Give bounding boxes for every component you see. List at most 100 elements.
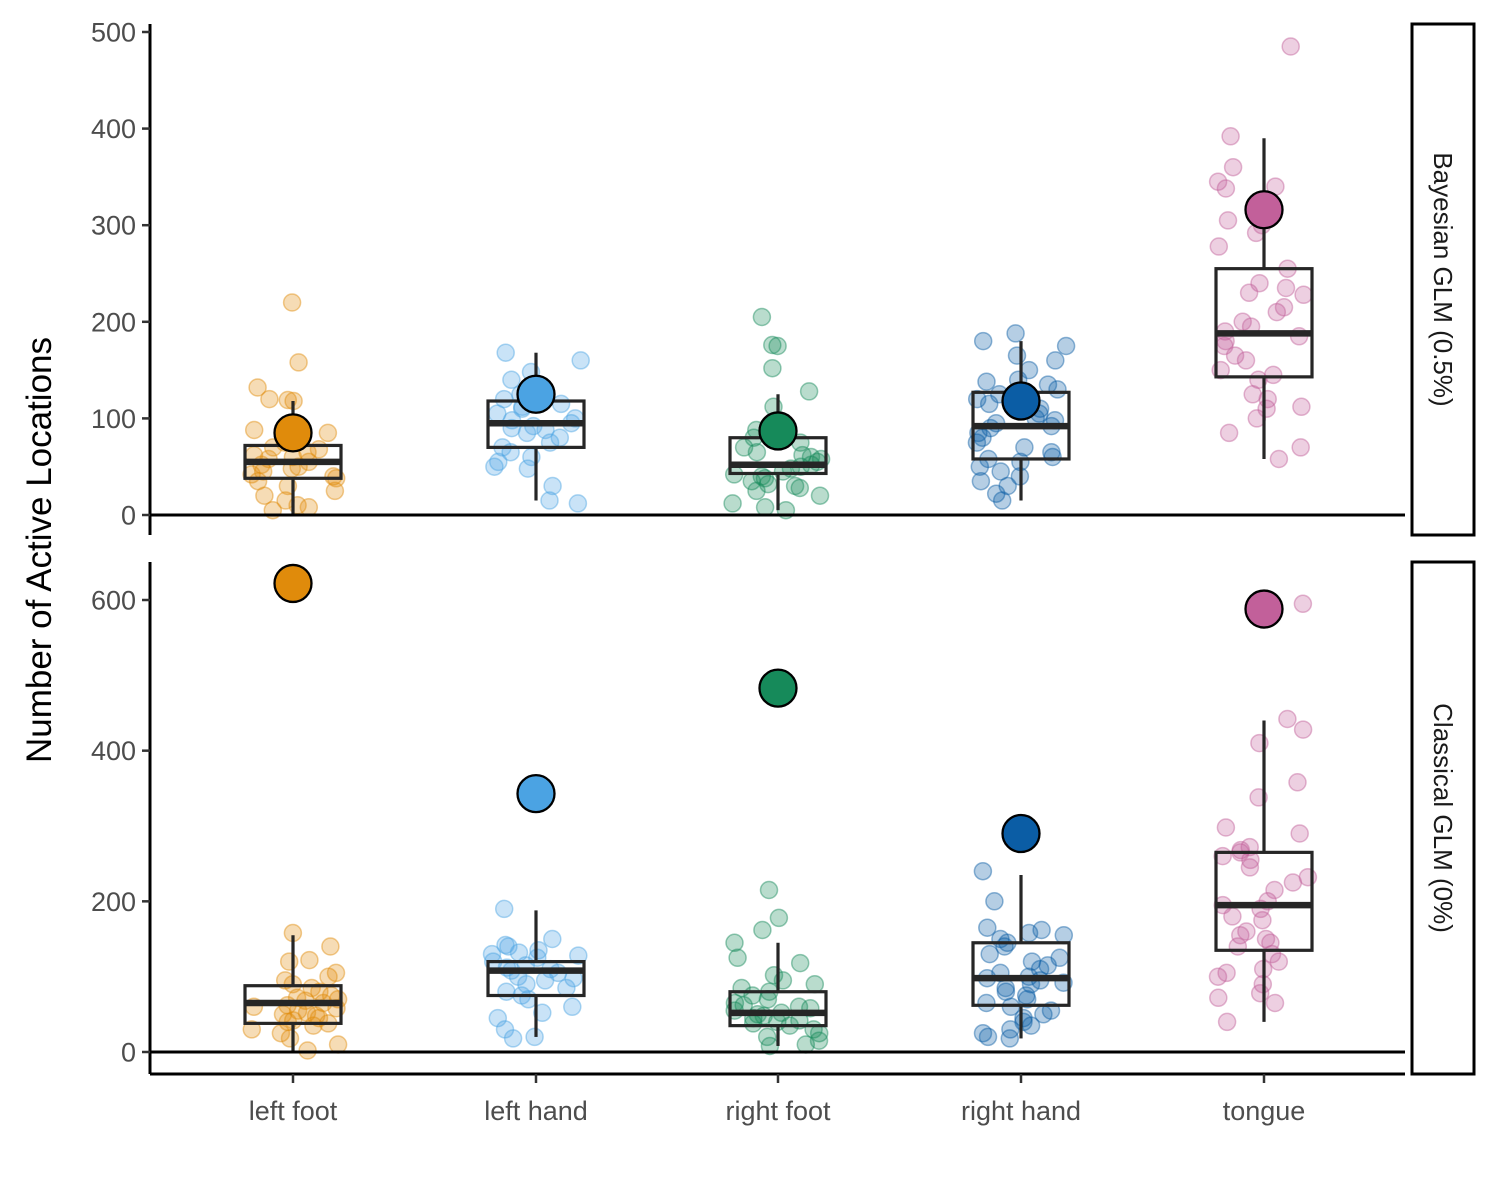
- data-point-right-hand: [1017, 990, 1037, 1009]
- data-point-right-hand: [980, 944, 999, 964]
- y-tick-label: 100: [91, 404, 136, 434]
- facet-strip: [1410, 22, 1476, 537]
- y-tick-label: 0: [121, 1038, 136, 1068]
- data-point-tongue: [1250, 983, 1270, 1003]
- data-point-left-foot: [300, 950, 319, 970]
- data-point-right-hand: [971, 471, 991, 491]
- axes-layer: 0 100 200 300 400 500 0 200 400 600 left foot left …: [91, 18, 1405, 1126]
- data-point-tongue: [1221, 127, 1240, 146]
- data-point-tongue: [1288, 773, 1307, 792]
- data-point-tongue: [1263, 365, 1283, 385]
- data-point-left-foot: [326, 963, 346, 983]
- summary-point-left-hand: [516, 374, 556, 414]
- data-point-tongue: [1223, 157, 1243, 177]
- data-point-left-foot: [304, 1016, 323, 1035]
- data-point-tongue: [1293, 720, 1313, 739]
- y-tick-label: 300: [91, 211, 136, 241]
- data-point-tongue: [1292, 397, 1311, 417]
- data-point-right-hand: [986, 484, 1006, 503]
- summary-point-tongue: [1244, 190, 1284, 230]
- data-point-left-foot: [244, 420, 264, 440]
- data-point-tongue: [1219, 423, 1239, 443]
- data-point-left-hand: [571, 351, 590, 370]
- data-point-right-foot: [759, 880, 779, 900]
- y-tick-label: 400: [91, 114, 136, 144]
- data-point-right-hand: [973, 1023, 993, 1043]
- data-point-left-foot: [302, 978, 321, 998]
- y-axis-title: Number of Active Locations: [20, 337, 59, 763]
- data-point-right-foot: [752, 307, 772, 327]
- data-point-right-hand: [1006, 324, 1025, 343]
- jitter-points-layer: [242, 37, 1318, 1060]
- summary-point-left-hand: [516, 773, 556, 814]
- data-point-left-hand: [494, 899, 514, 919]
- data-point-tongue: [1274, 298, 1294, 317]
- data-point-right-hand: [1038, 956, 1057, 975]
- strip-layer: Bayesian GLM (0.5%) Classical GLM (0%): [1410, 22, 1476, 1076]
- data-point-tongue: [1228, 937, 1248, 956]
- data-point-tongue: [1218, 211, 1238, 230]
- data-point-tongue: [1243, 385, 1262, 404]
- data-point-right-foot: [747, 442, 767, 462]
- box-tongue: [1214, 267, 1314, 379]
- data-point-left-hand: [503, 1029, 523, 1048]
- data-point-left-hand: [518, 459, 538, 478]
- data-point-tongue: [1216, 818, 1236, 837]
- facet-strip: [1410, 560, 1476, 1076]
- data-point-left-foot: [328, 1035, 348, 1054]
- data-point-tongue: [1281, 37, 1300, 56]
- data-point-left-hand: [519, 990, 538, 1009]
- data-point-tongue: [1216, 179, 1236, 198]
- data-point-tongue: [1223, 907, 1242, 926]
- data-point-right-foot: [763, 358, 782, 378]
- data-point-tongue: [1231, 840, 1251, 860]
- facet-strip-label: Bayesian GLM (0.5%): [1428, 152, 1458, 406]
- data-point-right-hand: [1032, 920, 1051, 940]
- data-point-right-hand: [1022, 952, 1042, 971]
- data-point-tongue: [1208, 967, 1228, 986]
- y-tick-label: 500: [91, 18, 136, 48]
- data-point-tongue: [1231, 925, 1250, 945]
- data-point-right-foot: [809, 1031, 829, 1050]
- data-point-right-foot: [743, 1014, 763, 1033]
- data-point-tongue: [1294, 285, 1313, 305]
- summary-point-left-foot: [273, 413, 313, 453]
- data-point-tongue: [1278, 709, 1297, 729]
- data-point-right-hand: [1007, 346, 1027, 365]
- data-point-left-hand: [494, 389, 514, 409]
- y-tick-label: 200: [91, 307, 136, 337]
- data-point-left-hand: [563, 997, 582, 1017]
- data-point-left-foot: [289, 353, 308, 372]
- data-point-right-foot: [799, 382, 819, 401]
- data-point-left-hand: [502, 370, 521, 390]
- data-point-right-hand: [967, 433, 987, 452]
- data-point-right-hand: [1000, 1029, 1020, 1048]
- data-point-right-hand: [1042, 442, 1061, 462]
- data-point-tongue: [1290, 824, 1309, 843]
- data-point-left-hand: [497, 982, 516, 1001]
- data-point-right-foot: [769, 908, 789, 928]
- summary-point-tongue: [1244, 589, 1284, 629]
- data-point-right-foot: [757, 1027, 777, 1047]
- data-point-right-foot: [763, 335, 782, 355]
- data-point-tongue: [1237, 922, 1256, 941]
- data-point-left-hand: [485, 457, 504, 476]
- data-point-left-foot: [260, 389, 279, 409]
- data-point-left-hand: [499, 937, 518, 956]
- data-point-right-hand: [1014, 1008, 1033, 1028]
- summary-point-right-hand: [1001, 813, 1041, 854]
- data-point-left-hand: [495, 1020, 515, 1039]
- data-point-left-hand: [496, 343, 515, 362]
- data-point-right-foot: [760, 1036, 780, 1056]
- summary-point-right-foot: [758, 668, 798, 708]
- data-point-left-hand: [488, 1008, 508, 1028]
- x-tick-label-right-foot: right foot: [725, 1096, 831, 1126]
- data-point-left-foot: [248, 378, 267, 397]
- box-right-hand: [971, 941, 1071, 1007]
- data-point-left-hand: [543, 929, 562, 949]
- data-point-tongue: [1276, 278, 1296, 298]
- data-point-right-hand: [998, 476, 1017, 496]
- data-point-left-foot: [255, 486, 274, 505]
- data-point-left-hand: [517, 423, 537, 443]
- data-point-left-hand: [540, 491, 559, 510]
